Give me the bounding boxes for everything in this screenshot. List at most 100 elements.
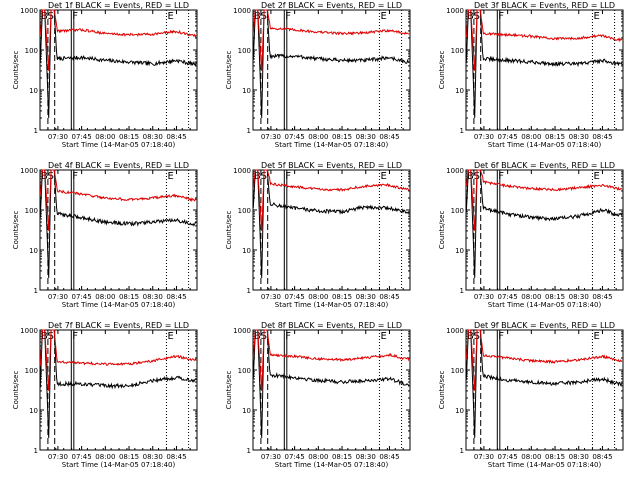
x-tick-label: 08:15 bbox=[119, 293, 139, 301]
panel-title-det: Det 6f bbox=[474, 161, 499, 170]
y-axis-label: Counts/sec bbox=[438, 371, 446, 410]
y-tick-label: 100 bbox=[451, 47, 464, 55]
x-tick-label: 08:30 bbox=[143, 453, 163, 461]
y-tick-label: 1 bbox=[34, 447, 38, 455]
y-tick-label: 10 bbox=[29, 247, 38, 255]
x-tick-label: 08:45 bbox=[379, 133, 399, 141]
e-marker: E bbox=[593, 331, 599, 342]
y-tick-label: 1000 bbox=[233, 167, 251, 175]
panel-title: Det 3f BLACK = Events, RED = LLD bbox=[474, 1, 615, 10]
x-tick-label: 07:45 bbox=[285, 133, 305, 141]
x-tick-label: 07:45 bbox=[498, 133, 518, 141]
f-marker: F bbox=[72, 331, 78, 342]
x-tick-label: 08:00 bbox=[521, 453, 541, 461]
y-tick-label: 10 bbox=[29, 87, 38, 95]
e-marker: E bbox=[167, 11, 173, 22]
events-series-line bbox=[465, 9, 623, 119]
y-tick-label: 10 bbox=[455, 247, 464, 255]
x-tick-label: 08:30 bbox=[569, 453, 589, 461]
x-tick-label: 08:45 bbox=[166, 293, 186, 301]
panel-title-suffix: BLACK = Events, RED = LLD bbox=[286, 161, 402, 170]
y-tick-label: 100 bbox=[238, 207, 251, 215]
y-tick-label: 1000 bbox=[20, 167, 38, 175]
lld-series-line bbox=[39, 329, 197, 391]
x-tick-label: 07:45 bbox=[498, 453, 518, 461]
x-tick-label: 08:00 bbox=[308, 133, 328, 141]
x-axis-label: Start Time (14-Mar-05 07:18:40) bbox=[275, 141, 389, 149]
y-tick-label: 1 bbox=[34, 127, 38, 135]
panel-title: Det 2f BLACK = Events, RED = LLD bbox=[261, 1, 402, 10]
x-tick-label: 08:00 bbox=[521, 133, 541, 141]
y-axis-label: Counts/sec bbox=[12, 371, 20, 410]
x-tick-label: 08:00 bbox=[521, 293, 541, 301]
y-tick-label: 10 bbox=[455, 87, 464, 95]
x-tick-label: 08:00 bbox=[308, 293, 328, 301]
plot-frame bbox=[252, 329, 411, 451]
e-marker: E bbox=[593, 11, 599, 22]
bs-marker: BS bbox=[254, 331, 267, 342]
panel-title: Det 7f BLACK = Events, RED = LLD bbox=[48, 321, 189, 330]
x-tick-label: 08:45 bbox=[592, 453, 612, 461]
x-axis-label: Start Time (14-Mar-05 07:18:40) bbox=[62, 141, 176, 149]
y-tick-label: 1000 bbox=[233, 327, 251, 335]
events-series-line bbox=[252, 9, 410, 119]
e-marker: E bbox=[380, 171, 386, 182]
x-tick-label: 07:30 bbox=[48, 133, 68, 141]
y-tick-label: 10 bbox=[242, 247, 251, 255]
bs-marker: BS bbox=[467, 171, 480, 182]
x-tick-label: 07:45 bbox=[72, 453, 92, 461]
y-tick-label: 100 bbox=[25, 47, 38, 55]
panel-title: Det 8f BLACK = Events, RED = LLD bbox=[261, 321, 402, 330]
bs-marker: BS bbox=[41, 331, 54, 342]
x-tick-label: 08:15 bbox=[119, 133, 139, 141]
x-tick-label: 07:30 bbox=[48, 293, 68, 301]
x-tick-label: 08:00 bbox=[95, 133, 115, 141]
lld-series-line bbox=[39, 169, 197, 231]
lld-series-line bbox=[465, 9, 623, 71]
panel-det-2f: Det 2f BLACK = Events, RED = LLD 1 10 100 10… bbox=[225, 1, 411, 149]
bs-marker: BS bbox=[467, 331, 480, 342]
y-axis-label: Counts/sec bbox=[438, 211, 446, 250]
panel-title-suffix: BLACK = Events, RED = LLD bbox=[499, 321, 615, 330]
x-tick-label: 08:15 bbox=[332, 453, 352, 461]
bs-marker: BS bbox=[467, 11, 480, 22]
x-tick-label: 08:15 bbox=[545, 293, 565, 301]
plot-frame bbox=[252, 9, 411, 131]
y-tick-label: 1000 bbox=[233, 7, 251, 15]
y-tick-label: 100 bbox=[238, 47, 251, 55]
plot-frame bbox=[465, 9, 624, 131]
panel-det-3f: Det 3f BLACK = Events, RED = LLD 1 10 100 10… bbox=[438, 1, 624, 149]
y-tick-label: 1 bbox=[34, 287, 38, 295]
x-axis-label: Start Time (14-Mar-05 07:18:40) bbox=[488, 141, 602, 149]
y-tick-label: 10 bbox=[455, 407, 464, 415]
f-marker: F bbox=[72, 171, 78, 182]
x-tick-label: 07:45 bbox=[72, 133, 92, 141]
y-axis-label: Counts/sec bbox=[225, 371, 233, 410]
bs-marker: BS bbox=[254, 171, 267, 182]
x-tick-label: 07:30 bbox=[48, 453, 68, 461]
lld-series-line bbox=[465, 329, 623, 391]
bs-marker: BS bbox=[41, 171, 54, 182]
x-tick-label: 08:30 bbox=[569, 133, 589, 141]
lld-series-line bbox=[39, 9, 197, 71]
panel-det-4f: Det 4f BLACK = Events, RED = LLD 1 10 100 10… bbox=[12, 161, 198, 309]
y-tick-label: 1000 bbox=[20, 327, 38, 335]
plot-frame bbox=[465, 329, 624, 451]
x-tick-label: 08:30 bbox=[143, 133, 163, 141]
panel-det-1f: Det 1f BLACK = Events, RED = LLD 1 10 100 10… bbox=[12, 1, 198, 149]
f-marker: F bbox=[285, 331, 291, 342]
y-tick-label: 1 bbox=[247, 447, 251, 455]
panel-title-suffix: BLACK = Events, RED = LLD bbox=[286, 1, 402, 10]
panel-title-suffix: BLACK = Events, RED = LLD bbox=[286, 321, 402, 330]
panel-title-suffix: BLACK = Events, RED = LLD bbox=[499, 161, 615, 170]
x-tick-label: 07:45 bbox=[285, 293, 305, 301]
lld-series-line bbox=[252, 9, 410, 71]
panel-title-det: Det 3f bbox=[474, 1, 499, 10]
y-tick-label: 1000 bbox=[446, 7, 464, 15]
x-tick-label: 08:45 bbox=[592, 293, 612, 301]
panel-det-5f: Det 5f BLACK = Events, RED = LLD 1 10 100 10… bbox=[225, 161, 411, 309]
e-marker: E bbox=[167, 171, 173, 182]
e-marker: E bbox=[593, 171, 599, 182]
x-axis-label: Start Time (14-Mar-05 07:18:40) bbox=[62, 461, 176, 469]
